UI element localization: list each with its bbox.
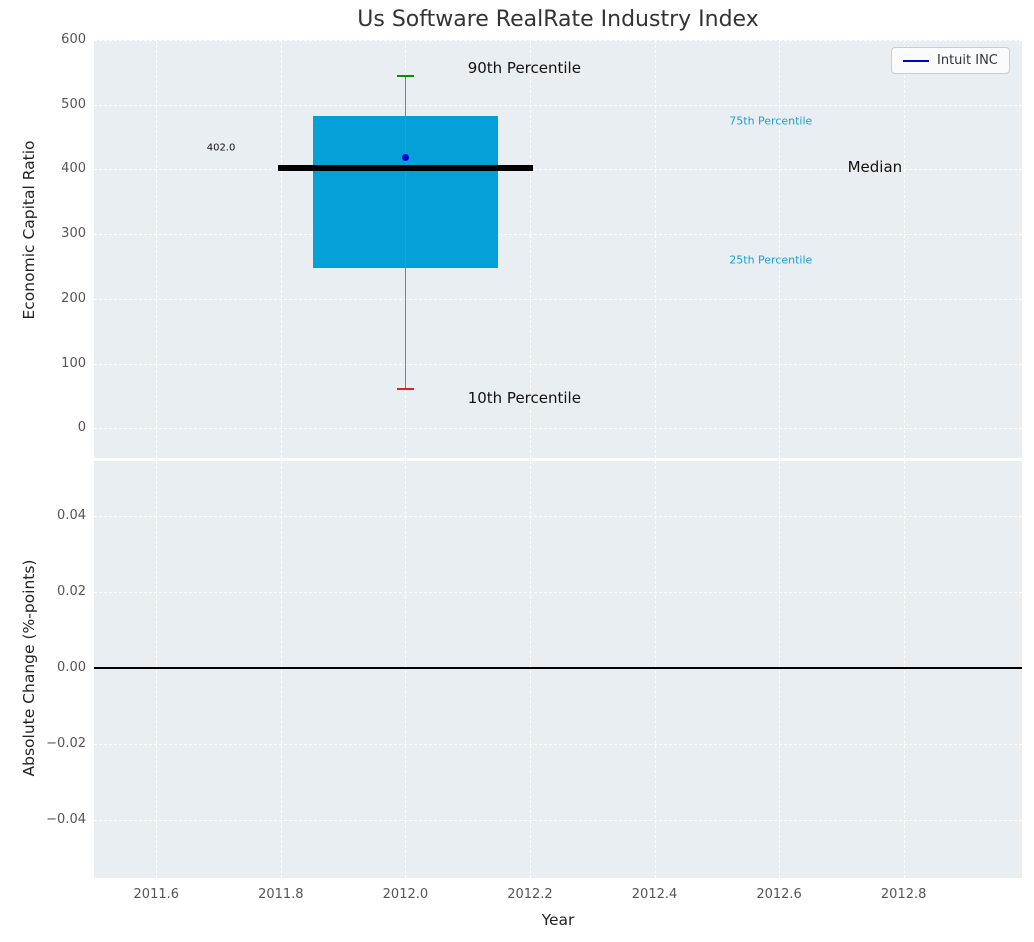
y-tick-label: 0.04 — [57, 507, 86, 523]
gridline-horizontal — [94, 515, 1022, 517]
gridline-vertical — [156, 461, 158, 878]
y-tick-label: 0.02 — [57, 583, 86, 599]
gridline-vertical — [529, 461, 531, 878]
plot-area-top: 90th Percentile 75th Percentile Median 25th… — [94, 40, 1022, 458]
x-tick-label: 2012.0 — [382, 887, 429, 902]
gridline-vertical — [280, 461, 282, 878]
gridline-vertical — [779, 40, 781, 458]
x-tick-label: 2011.6 — [133, 887, 180, 902]
y-tick-label: 400 — [61, 161, 86, 177]
p10-cap — [397, 388, 414, 391]
gridline-vertical — [529, 40, 531, 458]
gridline-horizontal — [94, 298, 1022, 300]
y-tick-label: 100 — [61, 355, 86, 371]
x-axis-label: Year — [541, 911, 575, 929]
gridline-horizontal — [94, 363, 1022, 365]
zero-line — [94, 667, 1022, 669]
plot-area-bottom — [94, 461, 1022, 878]
annotation: 25th Percentile — [729, 253, 813, 267]
y-tick-label: 500 — [61, 96, 86, 112]
y-tick-label: 300 — [61, 226, 86, 242]
annotation: Median — [847, 157, 903, 176]
whisker-line — [404, 75, 406, 390]
annotation: 402.0 — [206, 142, 236, 154]
gridline-horizontal — [94, 104, 1022, 106]
legend-line-swatch — [903, 59, 929, 62]
legend-label: Intuit INC — [937, 53, 998, 68]
annotation: 90th Percentile — [467, 58, 581, 77]
gridline-vertical — [903, 40, 905, 458]
median-line — [277, 165, 534, 172]
y-tick-label: 0 — [77, 420, 86, 436]
x-tick-label: 2011.8 — [258, 887, 304, 902]
annotation: 10th Percentile — [467, 388, 581, 407]
x-tick-label: 2012.2 — [507, 887, 553, 902]
gridline-horizontal — [94, 234, 1022, 236]
chart-title: Us Software RealRate Industry Index — [357, 7, 759, 32]
x-tick-label: 2012.6 — [756, 887, 802, 902]
gridline-horizontal — [94, 40, 1022, 41]
gridline-vertical — [280, 40, 282, 458]
p90-cap — [397, 74, 414, 77]
gridline-horizontal — [94, 428, 1022, 430]
gridline-vertical — [654, 40, 656, 458]
y-tick-label: 200 — [61, 290, 86, 306]
gridline-vertical — [405, 461, 407, 878]
x-tick-label: 2012.4 — [631, 887, 678, 902]
x-tick-label: 2012.8 — [880, 887, 927, 902]
gridline-vertical — [779, 461, 781, 878]
gridline-horizontal — [94, 744, 1022, 746]
y-tick-label: −0.02 — [46, 736, 86, 752]
gridline-vertical — [654, 461, 656, 878]
y-tick-label: 600 — [61, 32, 86, 47]
legend: Intuit INC — [891, 47, 1010, 74]
gridline-vertical — [156, 40, 158, 458]
y-tick-label: 0.00 — [57, 659, 86, 675]
gridline-horizontal — [94, 820, 1022, 822]
gridline-horizontal — [94, 169, 1022, 171]
gridline-vertical — [903, 461, 905, 878]
gridline-horizontal — [94, 591, 1022, 593]
company-dot — [401, 154, 409, 162]
y-tick-label: −0.04 — [46, 812, 86, 828]
annotation: 75th Percentile — [729, 114, 813, 128]
